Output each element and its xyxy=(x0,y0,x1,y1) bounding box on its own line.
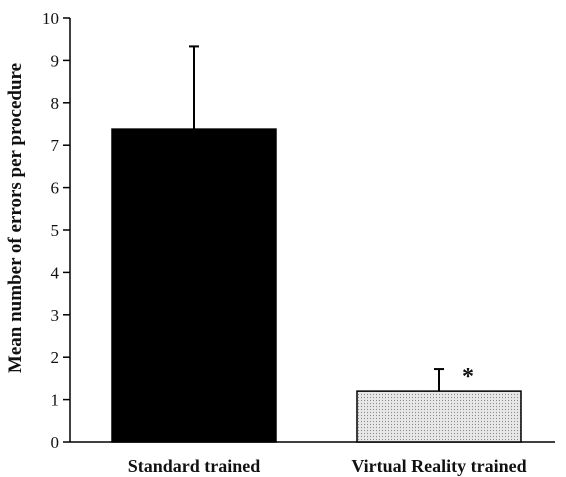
y-axis-title: Mean number of errors per procedure xyxy=(5,63,26,373)
bar xyxy=(356,390,522,443)
y-tick-label: 3 xyxy=(51,306,60,325)
y-tick-label: 2 xyxy=(51,348,60,367)
y-tick-label: 9 xyxy=(51,51,60,70)
bar xyxy=(111,128,277,443)
y-tick-label: 1 xyxy=(51,391,60,410)
y-tick-label: 6 xyxy=(51,179,60,198)
y-tick-label: 5 xyxy=(51,221,60,240)
y-tick-label: 10 xyxy=(42,9,59,28)
x-category-label: Standard trained xyxy=(128,456,261,476)
y-tick-label: 8 xyxy=(51,94,60,113)
bars xyxy=(111,45,522,443)
significance-marker: * xyxy=(462,364,474,390)
y-tick-label: 7 xyxy=(51,136,60,155)
y-tick-label: 0 xyxy=(51,433,60,452)
x-category-label: Virtual Reality trained xyxy=(351,456,526,476)
y-tick-label: 4 xyxy=(51,263,60,282)
labels: 0 1 2 3 4 5 6 7 8 9 10 Standard trained Virtual Real… xyxy=(42,9,527,476)
